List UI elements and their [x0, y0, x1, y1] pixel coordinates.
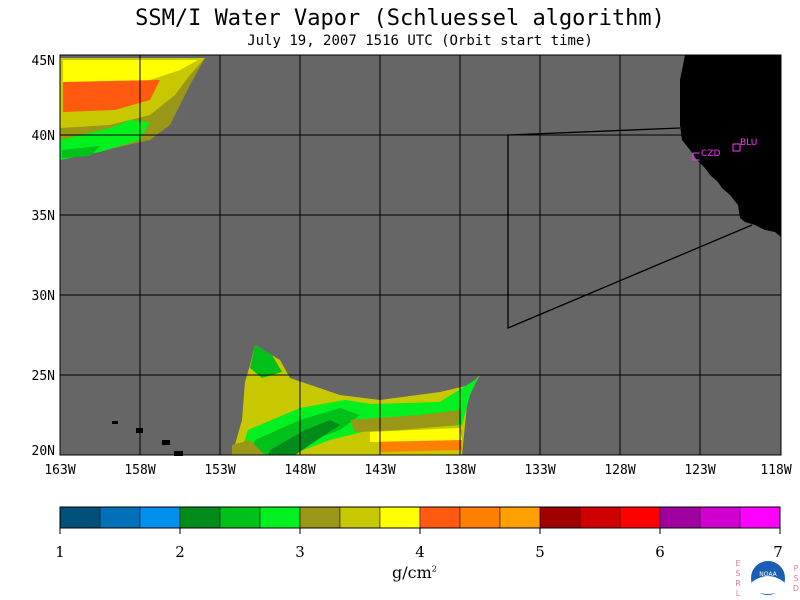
colorbar-swatch [499, 506, 541, 529]
colorbar-tick-label: 6 [655, 543, 665, 561]
colorbar-swatch [379, 506, 421, 529]
station-marker-blu [732, 143, 741, 152]
colorbar-swatch [419, 506, 461, 529]
north-america-land [680, 55, 781, 237]
colorbar-units: g/cm2 [392, 563, 437, 582]
ocean-area [60, 55, 781, 455]
x-tick: 133W [524, 463, 555, 478]
x-tick: 118W [760, 463, 791, 478]
plot-frame [59, 54, 782, 456]
colorbar-tick-label: 4 [415, 543, 425, 561]
y-axis-ticks: 45N 40N 35N 30N 25N 20N [32, 54, 55, 459]
colorbar-swatch [179, 506, 221, 529]
x-tick: 138W [444, 463, 475, 478]
colorbar-swatch [339, 506, 381, 529]
colorbar-tick-marks [59, 528, 781, 534]
svg-text:D: D [793, 584, 799, 593]
x-tick: 128W [604, 463, 635, 478]
colorbar-swatch [739, 506, 781, 529]
y-tick: 30N [32, 289, 55, 304]
noaa-esrl-psd-logo: NOAA E S R L P S D [735, 559, 799, 598]
colorbar-swatch [699, 506, 741, 529]
svg-text:E: E [735, 559, 740, 568]
x-tick: 123W [684, 463, 715, 478]
colorbar-labels: 1 2 3 4 5 6 7 [55, 543, 783, 561]
vapor-swath-south [232, 345, 480, 455]
y-tick: 40N [32, 129, 55, 144]
station-label-blu: BLU [740, 138, 757, 148]
x-tick: 143W [364, 463, 395, 478]
svg-text:P: P [794, 564, 799, 573]
colorbar-tick-label: 7 [773, 543, 783, 561]
x-tick: 148W [284, 463, 315, 478]
noaa-badge-text: NOAA [759, 571, 777, 578]
y-tick: 35N [32, 209, 55, 224]
colorbar-swatch [539, 506, 581, 529]
colorbar-swatch [459, 506, 501, 529]
station-label-czd: CZD [701, 149, 720, 159]
y-tick: 25N [32, 369, 55, 384]
svg-text:S: S [735, 569, 740, 578]
colorbar-swatch [99, 506, 141, 529]
svg-text:S: S [793, 574, 798, 583]
colorbar-swatches [59, 506, 781, 529]
svg-text:R: R [735, 579, 741, 588]
map-title: SSM/I Water Vapor (Schluessel algorithm) [135, 6, 665, 31]
x-axis-ticks: 163W 158W 153W 148W 143W 138W 133W 128W … [44, 463, 791, 478]
map-subtitle: July 19, 2007 1516 UTC (Orbit start time… [247, 33, 593, 49]
x-tick: 153W [204, 463, 235, 478]
colorbar-swatch [259, 506, 301, 529]
colorbar-tick-label: 3 [295, 543, 305, 561]
lat-lon-grid [60, 55, 781, 455]
colorbar-swatch [299, 506, 341, 529]
svg-text:L: L [736, 589, 741, 598]
colorbar-swatch [59, 506, 101, 529]
colorbar-tick-label: 5 [535, 543, 545, 561]
colorbar-swatch [139, 506, 181, 529]
orbit-boundary-line [507, 127, 753, 329]
x-tick: 158W [124, 463, 155, 478]
colorbar-swatch [219, 506, 261, 529]
x-tick: 163W [44, 463, 75, 478]
y-tick: 20N [32, 444, 55, 459]
colorbar-tick-label: 1 [55, 543, 65, 561]
colorbar-swatch [619, 506, 661, 529]
colorbar-swatch [659, 506, 701, 529]
y-tick: 45N [32, 54, 55, 69]
colorbar-swatch [579, 506, 621, 529]
colorbar-tick-label: 2 [175, 543, 185, 561]
